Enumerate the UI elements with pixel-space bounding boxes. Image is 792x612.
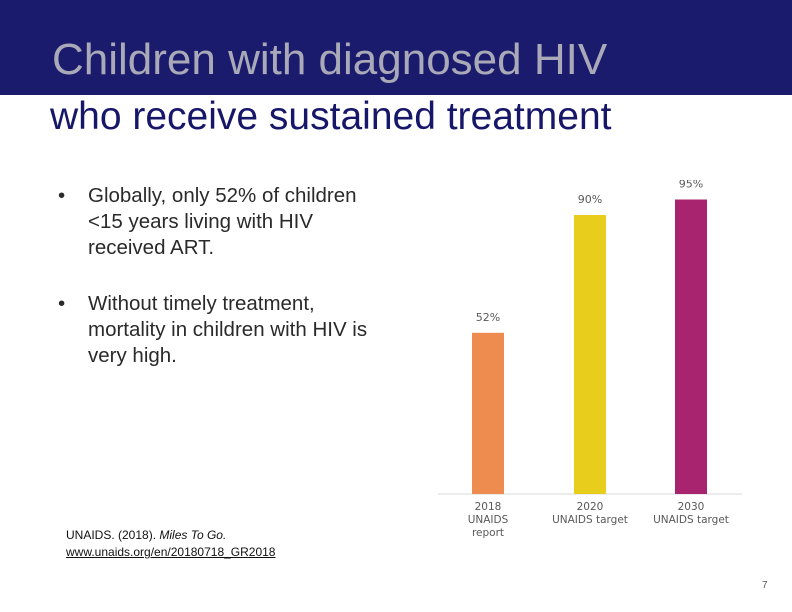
title-banner [0, 0, 792, 95]
bullet-text: Without timely treatment, mortality in c… [88, 292, 368, 367]
slide-title-line-1: Children with diagnosed HIV [52, 35, 608, 84]
x-tick-label: UNAIDS [468, 514, 509, 526]
bullet-list: • Globally, only 52% of children <15 yea… [58, 183, 378, 399]
bullet-mark: • [58, 184, 66, 207]
data-label: 90% [578, 193, 602, 206]
x-tick-label: 2018 [475, 501, 502, 513]
slide-title-line-2: who receive sustained treatment [50, 95, 612, 138]
bullet-text: Globally, only 52% of children <15 years… [88, 184, 357, 259]
page-number: 7 [762, 580, 768, 591]
bar [675, 199, 707, 494]
source-text: UNAIDS. (2018). [66, 528, 160, 542]
data-label: 52% [476, 311, 500, 324]
source-link[interactable]: www.unaids.org/en/20180718_GR2018 [66, 545, 276, 559]
bar [574, 215, 606, 494]
source-citation: UNAIDS. (2018). Miles To Go. [66, 528, 226, 542]
data-label: 95% [679, 180, 703, 191]
x-tick-label: 2020 [577, 501, 604, 513]
source-title: Miles To Go. [159, 528, 227, 542]
x-tick-label: UNAIDS target [552, 514, 628, 526]
x-tick-label: UNAIDS target [653, 514, 729, 526]
bullet-mark: • [58, 292, 66, 315]
bar [472, 332, 504, 494]
x-tick-label: report [472, 527, 504, 539]
bullet-item: • Globally, only 52% of children <15 yea… [58, 183, 378, 261]
x-tick-label: 2030 [678, 501, 705, 513]
bullet-item: • Without timely treatment, mortality in… [58, 291, 378, 369]
